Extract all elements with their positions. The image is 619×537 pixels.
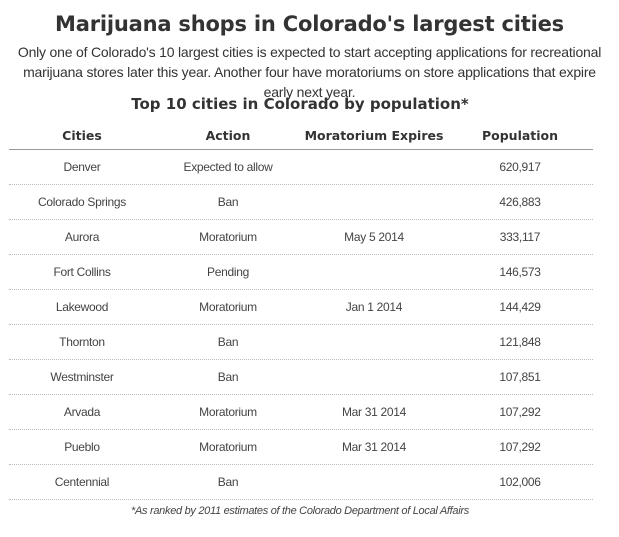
city-cell: Westminster [50,370,114,384]
action-cell: Moratorium [199,440,257,454]
city-cell: Thornton [59,335,105,349]
population-cell: 107,851 [499,370,541,384]
city-cell: Colorado Springs [38,195,126,209]
column-header-moratorium-expires: Moratorium Expires [304,127,444,143]
moratorium-cell [301,360,447,394]
action-cell: Pending [207,265,249,279]
city-cell: Arvada [63,405,101,419]
table-row: Colorado Springs Ban 426,883 [9,185,593,220]
action-cell: Ban [217,475,239,489]
city-cell: Denver [63,160,101,174]
headline: Marijuana shops in Colorado's largest ci… [55,12,564,36]
population-cell: 107,292 [499,440,541,454]
table-row: Thornton Ban 121,848 [9,325,593,360]
city-cell: Fort Collins [53,265,111,279]
moratorium-cell [301,150,447,184]
city-cell: Centennial [54,475,110,489]
action-cell: Moratorium [199,300,257,314]
population-cell: 107,292 [499,405,541,419]
action-cell: Moratorium [199,230,257,244]
population-cell: 620,917 [499,160,541,174]
population-cell: 102,006 [499,475,541,489]
table-row: Denver Expected to allow 620,917 [9,150,593,185]
moratorium-cell [301,325,447,359]
population-cell: 426,883 [499,195,541,209]
table-row: Aurora Moratorium May 5 2014 333,117 [9,220,593,255]
column-header-action: Action [205,127,251,143]
population-cell: 333,117 [499,230,541,244]
table-row: Fort Collins Pending 146,573 [9,255,593,290]
footnote: *As ranked by 2011 estimates of the Colo… [131,505,469,517]
dek: Only one of Colorado's 10 largest cities… [17,44,602,100]
table-row: Arvada Moratorium Mar 31 2014 107,292 [9,395,593,430]
moratorium-cell: Mar 31 2014 [341,405,407,419]
moratorium-cell [301,255,447,289]
moratorium-cell: Jan 1 2014 [345,300,403,314]
action-cell: Expected to allow [183,160,273,174]
action-cell: Ban [217,370,239,384]
population-cell: 144,429 [499,300,541,314]
city-cell: Lakewood [55,300,109,314]
table-row: Pueblo Moratorium Mar 31 2014 107,292 [9,430,593,465]
cities-table: Cities Action Moratorium Expires Populat… [9,121,593,500]
moratorium-cell: Mar 31 2014 [341,440,407,454]
population-cell: 121,848 [499,335,541,349]
table-row: Centennial Ban 102,006 [9,465,593,500]
column-header-cities: Cities [62,127,102,143]
action-cell: Ban [217,195,239,209]
table-title: Top 10 cities in Colorado by population* [131,95,469,113]
city-cell: Pueblo [64,440,100,454]
table-row: Lakewood Moratorium Jan 1 2014 144,429 [9,290,593,325]
moratorium-cell: May 5 2014 [344,230,404,244]
table-header-row: Cities Action Moratorium Expires Populat… [9,121,593,150]
table-row: Westminster Ban 107,851 [9,360,593,395]
city-cell: Aurora [64,230,100,244]
population-cell: 146,573 [499,265,541,279]
moratorium-cell [301,465,447,499]
column-header-population: Population [481,127,559,143]
action-cell: Ban [217,335,239,349]
action-cell: Moratorium [199,405,257,419]
moratorium-cell [301,185,447,219]
